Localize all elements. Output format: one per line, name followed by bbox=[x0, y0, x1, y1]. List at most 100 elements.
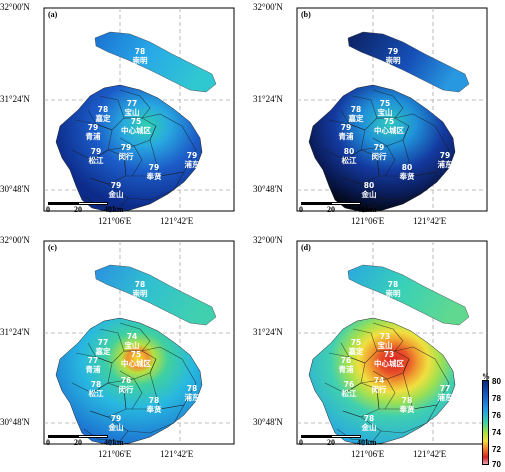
city-label-pudong: 77 浦东 bbox=[438, 384, 453, 402]
lon-tick-right: 121°42'E bbox=[413, 449, 447, 459]
scale-unit: km bbox=[365, 438, 377, 447]
map-frame bbox=[43, 7, 235, 212]
city-name: 浦东 bbox=[184, 160, 200, 169]
city-label-center: 75 中心城区 bbox=[121, 117, 151, 135]
lat-tick-mid: 31°24'N bbox=[0, 94, 30, 104]
city-label-jiading: 78 嘉定 bbox=[96, 105, 111, 123]
city-value: 76 bbox=[120, 376, 132, 385]
city-label-jinshan: 80 金山 bbox=[362, 181, 377, 199]
city-value: 79 bbox=[373, 143, 385, 152]
city-value: 79 bbox=[186, 151, 198, 160]
city-name: 崇明 bbox=[385, 289, 401, 298]
city-label-baoshan: 77 宝山 bbox=[125, 99, 140, 117]
map-frame bbox=[43, 240, 235, 445]
city-name: 崇明 bbox=[132, 289, 148, 298]
city-label-qingpu: 79 青浦 bbox=[339, 123, 354, 141]
city-name: 宝山 bbox=[377, 108, 393, 117]
lat-tick-mid: 31°24'N bbox=[253, 327, 283, 337]
city-label-songjiang: 78 松江 bbox=[89, 380, 104, 398]
chongming-island-shape bbox=[94, 264, 217, 326]
scale-bar: 0 20 40 km bbox=[299, 202, 381, 214]
city-name: 闵行 bbox=[371, 385, 387, 394]
legend-tick: 80 bbox=[492, 377, 501, 386]
city-name: 奉贤 bbox=[399, 405, 415, 414]
panel-label: (b) bbox=[301, 10, 311, 19]
city-name: 中心城区 bbox=[374, 126, 404, 135]
city-value: 77 bbox=[97, 338, 109, 347]
city-name: 金山 bbox=[108, 190, 124, 199]
city-name: 嘉定 bbox=[95, 114, 111, 123]
city-label-chongming: 78 崇明 bbox=[133, 47, 148, 65]
scale-label: 20 bbox=[327, 438, 335, 447]
city-value: 78 bbox=[387, 280, 399, 289]
city-value: 78 bbox=[134, 280, 146, 289]
city-name: 浦东 bbox=[184, 393, 200, 402]
city-name: 嘉定 bbox=[348, 114, 364, 123]
city-label-fengxian: 80 奉贤 bbox=[400, 163, 415, 181]
lon-tick-left: 121°06'E bbox=[98, 449, 132, 459]
city-value: 75 bbox=[379, 99, 391, 108]
scale-label: 40 bbox=[357, 438, 365, 447]
legend-tick: 70 bbox=[492, 460, 501, 469]
city-value: 79 bbox=[148, 163, 160, 172]
scale-label: 0 bbox=[46, 438, 50, 447]
legend-tick: 74 bbox=[492, 428, 501, 437]
city-value: 79 bbox=[439, 151, 451, 160]
city-name: 金山 bbox=[361, 190, 377, 199]
city-name: 奉贤 bbox=[399, 172, 415, 181]
city-label-fengxian: 79 奉贤 bbox=[147, 163, 162, 181]
city-value: 76 bbox=[343, 380, 355, 389]
city-label-center: 75 中心城区 bbox=[121, 350, 151, 368]
city-name: 松江 bbox=[88, 156, 104, 165]
city-value: 79 bbox=[87, 123, 99, 132]
city-label-jiading: 77 嘉定 bbox=[96, 338, 111, 356]
legend-unit: % bbox=[482, 372, 490, 381]
city-label-baoshan: 75 宝山 bbox=[378, 99, 393, 117]
legend-tick: 76 bbox=[492, 411, 501, 420]
city-value: 79 bbox=[110, 414, 122, 423]
city-name: 嘉定 bbox=[348, 347, 364, 356]
city-label-jiading: 75 嘉定 bbox=[349, 338, 364, 356]
city-label-baoshan: 74 宝山 bbox=[125, 332, 140, 350]
city-name: 松江 bbox=[341, 156, 357, 165]
city-name: 宝山 bbox=[124, 341, 140, 350]
city-label-qingpu: 77 青浦 bbox=[86, 356, 101, 374]
city-value: 74 bbox=[126, 332, 138, 341]
city-name: 青浦 bbox=[85, 365, 101, 374]
city-value: 75 bbox=[130, 350, 142, 359]
lat-tick-bot: 30°48'N bbox=[0, 417, 30, 427]
city-label-qingpu: 76 青浦 bbox=[339, 356, 354, 374]
city-value: 77 bbox=[126, 99, 138, 108]
city-value: 75 bbox=[383, 117, 395, 126]
city-label-jinshan: 78 金山 bbox=[362, 414, 377, 432]
lat-tick-top: 32°00'N bbox=[253, 2, 283, 12]
city-value: 75 bbox=[350, 338, 362, 347]
city-label-center: 73 中心城区 bbox=[374, 350, 404, 368]
city-label-jinshan: 79 金山 bbox=[109, 414, 124, 432]
scale-unit: km bbox=[112, 205, 124, 214]
scale-unit: km bbox=[365, 205, 377, 214]
lon-tick-left: 121°06'E bbox=[351, 449, 385, 459]
city-name: 闵行 bbox=[371, 152, 387, 161]
scale-label: 40 bbox=[104, 205, 112, 214]
colorbar bbox=[482, 380, 489, 465]
panel-label: (d) bbox=[301, 243, 311, 252]
panel-label: (c) bbox=[48, 243, 57, 252]
city-value: 78 bbox=[350, 105, 362, 114]
legend-tick: 72 bbox=[492, 445, 501, 454]
scale-label: 40 bbox=[104, 438, 112, 447]
map-panel-d: (d) 32°00'N 31°24'N 30°48'N 121°06'E 121°42'E… bbox=[253, 233, 493, 463]
city-value: 78 bbox=[363, 414, 375, 423]
city-label-chongming: 79 崇明 bbox=[386, 47, 401, 65]
city-name: 崇明 bbox=[132, 56, 148, 65]
city-value: 79 bbox=[387, 47, 399, 56]
scale-bar: 0 20 40 km bbox=[46, 202, 128, 214]
lat-tick-top: 32°00'N bbox=[253, 235, 283, 245]
chongming-island-shape bbox=[347, 31, 470, 93]
lon-tick-right: 121°42'E bbox=[160, 449, 194, 459]
map-frame bbox=[296, 240, 488, 445]
city-label-songjiang: 76 松江 bbox=[342, 380, 357, 398]
map-panel-b: (b) 32°00'N 31°24'N 30°48'N 121°06'E 121°42'E… bbox=[253, 0, 493, 230]
city-name: 奉贤 bbox=[146, 405, 162, 414]
city-value: 75 bbox=[130, 117, 142, 126]
